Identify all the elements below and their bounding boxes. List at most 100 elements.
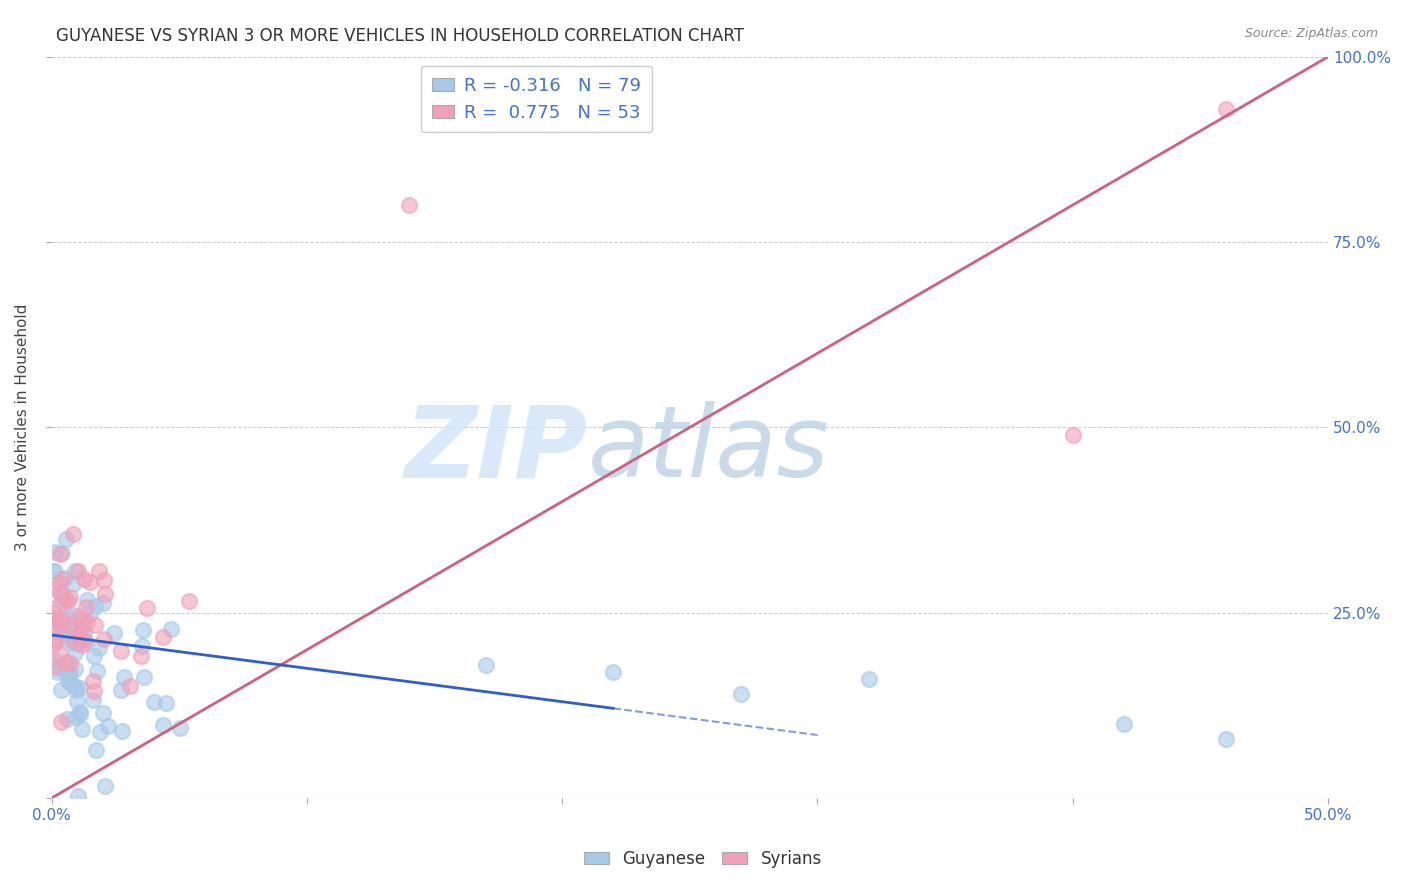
Point	[65, 680, 87, 694]
Point	[52, 615, 75, 629]
Text: ZIP: ZIP	[405, 401, 588, 498]
Point	[56, 669, 79, 683]
Point	[73, 625, 96, 640]
Point	[86, 665, 108, 679]
Text: GUYANESE VS SYRIAN 3 OR MORE VEHICLES IN HOUSEHOLD CORRELATION CHART: GUYANESE VS SYRIAN 3 OR MORE VEHICLES IN…	[56, 27, 744, 45]
Point	[58, 674, 80, 689]
Point	[51, 593, 73, 607]
Point	[69, 632, 91, 646]
Point	[51, 588, 73, 602]
Point	[602, 665, 624, 679]
Point	[69, 705, 91, 719]
Point	[67, 625, 90, 640]
Point	[51, 714, 73, 729]
Point	[49, 648, 72, 662]
Point	[75, 599, 97, 614]
Point	[49, 683, 72, 698]
Point	[93, 780, 115, 794]
Point	[83, 684, 105, 698]
Point	[474, 657, 496, 672]
Point	[118, 679, 141, 693]
Point	[44, 659, 66, 673]
Point	[62, 636, 84, 650]
Point	[79, 607, 101, 621]
Point	[44, 615, 66, 629]
Point	[55, 593, 77, 607]
Point	[66, 629, 89, 643]
Point	[152, 718, 174, 732]
Point	[42, 582, 65, 596]
Point	[87, 564, 110, 578]
Point	[65, 709, 87, 723]
Point	[49, 547, 72, 561]
Point	[1215, 731, 1237, 746]
Point	[87, 641, 110, 656]
Point	[63, 662, 86, 676]
Point	[89, 725, 111, 739]
Point	[132, 670, 155, 684]
Point	[45, 633, 67, 648]
Text: atlas: atlas	[588, 401, 830, 498]
Point	[177, 593, 200, 607]
Point	[62, 577, 84, 591]
Legend: Guyanese, Syrians: Guyanese, Syrians	[578, 844, 828, 875]
Point	[70, 722, 93, 736]
Point	[131, 639, 153, 653]
Point	[1062, 427, 1084, 442]
Point	[1215, 102, 1237, 116]
Point	[46, 615, 69, 629]
Point	[59, 666, 82, 681]
Point	[55, 632, 77, 646]
Point	[66, 694, 89, 708]
Point	[69, 681, 91, 696]
Point	[51, 573, 73, 587]
Point	[155, 696, 177, 710]
Point	[49, 611, 72, 625]
Point	[84, 599, 107, 613]
Point	[42, 607, 65, 621]
Point	[58, 673, 80, 688]
Point	[169, 721, 191, 735]
Point	[55, 712, 77, 726]
Point	[67, 789, 90, 803]
Legend: R = -0.316   N = 79, R =  0.775   N = 53: R = -0.316 N = 79, R = 0.775 N = 53	[420, 66, 652, 132]
Point	[60, 608, 83, 623]
Point	[129, 648, 152, 663]
Point	[44, 610, 66, 624]
Point	[69, 706, 91, 721]
Point	[152, 630, 174, 644]
Point	[48, 576, 70, 591]
Point	[48, 619, 70, 633]
Point	[110, 683, 132, 698]
Point	[75, 635, 97, 649]
Point	[59, 618, 82, 632]
Point	[52, 627, 75, 641]
Point	[55, 655, 77, 669]
Point	[53, 571, 76, 585]
Point	[67, 564, 90, 578]
Point	[65, 683, 87, 698]
Point	[55, 532, 77, 546]
Point	[103, 625, 125, 640]
Point	[93, 596, 115, 610]
Point	[79, 575, 101, 590]
Point	[45, 622, 67, 636]
Point	[76, 615, 98, 629]
Point	[84, 742, 107, 756]
Point	[91, 706, 114, 720]
Point	[93, 632, 115, 646]
Point	[398, 198, 420, 212]
Point	[65, 564, 87, 578]
Point	[44, 544, 66, 558]
Point	[97, 719, 120, 733]
Y-axis label: 3 or more Vehicles in Household: 3 or more Vehicles in Household	[15, 303, 30, 551]
Point	[58, 590, 80, 604]
Point	[111, 724, 134, 739]
Point	[143, 695, 166, 709]
Point	[46, 599, 69, 613]
Point	[63, 646, 86, 660]
Point	[42, 564, 65, 578]
Point	[45, 661, 67, 675]
Point	[82, 673, 104, 688]
Point	[55, 658, 77, 673]
